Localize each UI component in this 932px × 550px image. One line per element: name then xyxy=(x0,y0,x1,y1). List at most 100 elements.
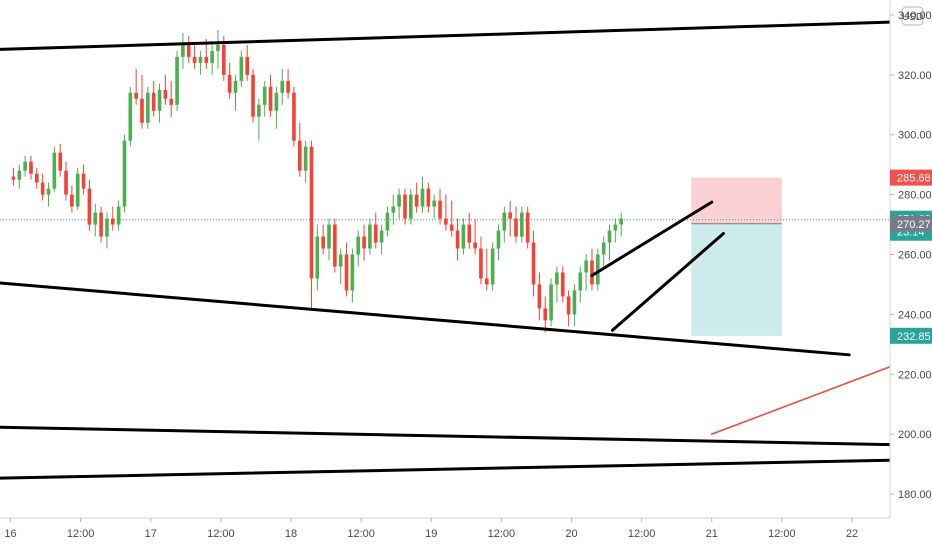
candle-body xyxy=(596,254,600,285)
currency-button[interactable]: USD xyxy=(901,6,924,26)
candle-body xyxy=(338,254,343,267)
trendline[interactable] xyxy=(0,20,892,51)
candle-body xyxy=(262,86,267,105)
candle xyxy=(146,86,150,129)
candle-body xyxy=(584,260,588,273)
candle-body xyxy=(140,98,144,123)
candle-body xyxy=(432,200,437,207)
candle-body xyxy=(420,188,425,207)
candle xyxy=(484,248,489,291)
candle-body xyxy=(268,86,273,111)
candle-body xyxy=(46,188,51,195)
candlestick-series xyxy=(11,29,623,333)
candle xyxy=(46,182,51,207)
time-axis-background xyxy=(0,518,932,550)
candle xyxy=(607,224,612,261)
price-tick-label: 340.00 xyxy=(898,10,932,22)
candle-body xyxy=(157,89,162,111)
candle-body xyxy=(455,230,460,249)
candle-body xyxy=(222,44,226,75)
candle xyxy=(449,200,454,237)
candle xyxy=(379,224,384,255)
candle xyxy=(75,167,80,210)
candle-body xyxy=(210,50,214,63)
candle-body xyxy=(444,218,448,225)
candle xyxy=(397,188,401,219)
price-tick-label: 260.00 xyxy=(898,250,932,262)
candle-body xyxy=(572,290,577,315)
time-tick-label: 17 xyxy=(145,528,157,540)
trendline[interactable] xyxy=(610,232,725,332)
time-tick-label: 19 xyxy=(425,528,437,540)
candle-body xyxy=(560,272,565,297)
candle-body xyxy=(186,44,191,57)
candle xyxy=(175,50,179,111)
candle xyxy=(245,44,250,81)
candle-body xyxy=(286,80,290,93)
time-tick-label: 12:00 xyxy=(67,528,95,540)
trendline-drawings[interactable] xyxy=(0,20,892,480)
candle xyxy=(566,290,571,327)
candle-body xyxy=(426,188,431,207)
candle-body xyxy=(181,44,185,57)
candle-body xyxy=(239,56,244,81)
candle xyxy=(239,50,244,87)
candle-body xyxy=(309,146,314,279)
time-tick-label: 18 xyxy=(285,528,297,540)
candle-body xyxy=(379,230,384,243)
candle xyxy=(192,44,197,69)
candle xyxy=(163,74,168,105)
candle xyxy=(344,242,349,297)
time-tick-label: 12:00 xyxy=(488,528,516,540)
candle-body xyxy=(397,194,401,207)
candle xyxy=(233,74,238,111)
candle-body xyxy=(17,170,22,180)
candle-body xyxy=(134,92,138,99)
candle-body xyxy=(146,92,150,123)
time-tick-label: 16 xyxy=(4,528,16,540)
candle-body xyxy=(274,92,279,111)
candle-body xyxy=(40,182,45,195)
candle xyxy=(537,272,542,321)
candle-body xyxy=(496,230,501,249)
candle xyxy=(157,83,162,123)
candle-body xyxy=(204,56,209,63)
trendline[interactable] xyxy=(0,425,892,447)
candle-body xyxy=(29,161,33,174)
candle xyxy=(549,278,553,327)
candle-body xyxy=(11,176,16,180)
price-badge-value: 232.85 xyxy=(897,331,931,343)
candle-body xyxy=(116,206,121,225)
price-tick-label: 200.00 xyxy=(898,429,932,441)
candle-body xyxy=(490,248,495,285)
candle xyxy=(596,248,600,291)
candle xyxy=(578,266,583,303)
candle xyxy=(262,80,267,117)
candle-body xyxy=(373,224,378,243)
candle xyxy=(601,236,606,267)
candle xyxy=(210,44,214,75)
trendline[interactable] xyxy=(0,281,851,357)
candle-body xyxy=(537,284,542,309)
trendline[interactable] xyxy=(710,365,891,435)
trendline[interactable] xyxy=(590,200,714,277)
candle-body xyxy=(52,152,57,189)
stop-loss-zone xyxy=(691,177,782,224)
time-tick-label: 12:00 xyxy=(768,528,796,540)
candle-body xyxy=(362,236,366,249)
candle xyxy=(560,266,565,303)
candle-body xyxy=(169,98,174,105)
candle-body xyxy=(64,170,68,195)
candle xyxy=(151,80,156,117)
candle xyxy=(35,167,39,189)
candle xyxy=(520,206,524,243)
candle xyxy=(368,218,372,255)
trendline[interactable] xyxy=(0,458,892,480)
candle-body xyxy=(525,212,530,243)
candle xyxy=(303,140,308,183)
candle xyxy=(52,146,57,192)
candle xyxy=(590,248,594,291)
candle xyxy=(479,236,483,285)
